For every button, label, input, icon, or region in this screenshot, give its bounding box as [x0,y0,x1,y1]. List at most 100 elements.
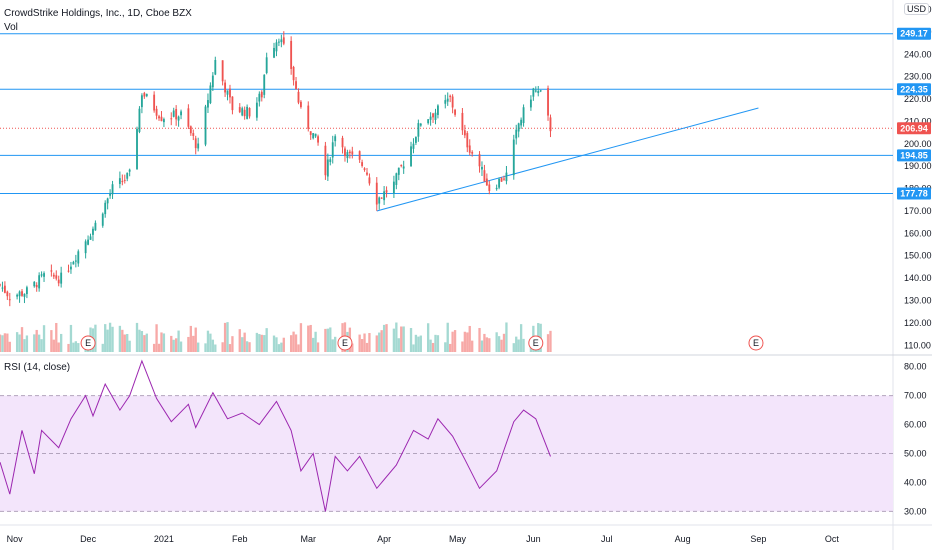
volume-bar [170,335,173,352]
volume-bar [471,340,474,352]
volume-bar [209,333,212,352]
candle-body [128,169,131,172]
volume-bar [211,339,215,352]
price-tick-label: 110.00 [904,340,931,350]
candle-body [429,116,432,120]
candle-body [38,275,41,289]
volume-bar [231,336,234,352]
volume-bar [378,332,381,352]
trendline [376,107,759,212]
candle-body [537,90,540,94]
volume-bar [1,335,4,352]
volume-bar [20,327,24,352]
price-tick-label: 160.00 [904,228,932,238]
time-tick-label: Jul [601,534,613,544]
volume-bar [488,338,491,352]
candle-body [77,251,80,264]
candle-body [143,93,146,97]
volume-bar [400,326,403,352]
volume-bar [60,333,63,352]
candle-body [483,170,486,182]
candle-body [451,96,454,108]
volume-bar [275,337,278,352]
volume-bar [299,323,303,352]
time-tick-label: Sep [750,534,766,544]
volume-bar [314,331,317,352]
candle-body [468,145,471,153]
candle-body [153,94,156,111]
rsi-tick-label: 30.00 [904,506,927,516]
candle-body [503,178,505,180]
candle-body [67,270,70,272]
volume-bar [214,344,217,352]
time-tick-label: May [449,534,467,544]
volume-bar [463,331,467,352]
candle-body [363,168,366,170]
candle-body [334,136,337,142]
volume-bar [157,343,161,352]
volume-bar [23,339,26,352]
candle-body [109,193,112,196]
volume-bar [334,336,337,352]
candle-body [549,117,552,132]
currency-badge[interactable]: USD [904,3,930,15]
rsi-tick-label: 50.00 [904,449,927,459]
volume-bar [52,339,55,352]
candle-body [392,181,395,194]
candle-body [461,112,464,131]
volume-bar [189,325,192,352]
price-tick-label: 230.00 [904,72,932,82]
candle-body [224,82,227,93]
candle-body [197,143,200,149]
volume-bar [331,339,334,352]
candle-body [101,213,104,226]
candle-body [40,274,43,276]
volume-bar [292,331,295,352]
candle-body [170,118,173,120]
volume-bar [436,335,440,352]
volume-bar [123,334,126,352]
volume-bar [412,344,415,352]
volume-bar [497,336,501,352]
volume-bar [172,339,175,352]
volume-bar [272,335,276,352]
candle-body [158,116,160,119]
volume-bar [33,334,36,352]
candle-body [106,198,109,204]
volume-bar [197,342,200,352]
volume-bar [101,343,104,352]
candle-body [260,91,263,98]
volume-bar [409,328,413,352]
price-tick-label: 210.00 [904,116,932,126]
price-tick-label: 200.00 [904,139,932,149]
volume-bar [392,328,396,352]
candle-body [162,119,165,123]
candle-body [297,91,300,103]
earnings-marker-label: E [85,338,91,348]
volume-bar [194,327,197,352]
candle-body [23,293,26,297]
symbol-title[interactable]: CrowdStrike Holdings, Inc., 1D, Cboe BZX [4,8,192,19]
volume-bar [241,337,244,352]
candle-body [70,266,72,270]
candle-body [471,151,474,154]
candle-body [488,184,491,191]
volume-bar [417,336,420,352]
volume-bar [294,334,298,352]
candle-body [454,109,456,115]
last-price-tag [897,122,931,135]
volume-bar [402,326,405,352]
rsi-tick-label: 60.00 [904,420,927,430]
volume-bar [429,339,432,352]
candle-body [265,57,268,73]
candle-body [238,107,241,113]
time-tick-label: Jun [526,534,541,544]
volume-bar [385,324,388,352]
volume-bar [395,322,398,352]
level-price-tag-label: 224.35 [900,84,928,94]
candle-body [229,88,231,98]
candle-series [0,31,552,307]
price-tick-label: 190.00 [904,161,932,171]
candle-body [427,119,430,124]
